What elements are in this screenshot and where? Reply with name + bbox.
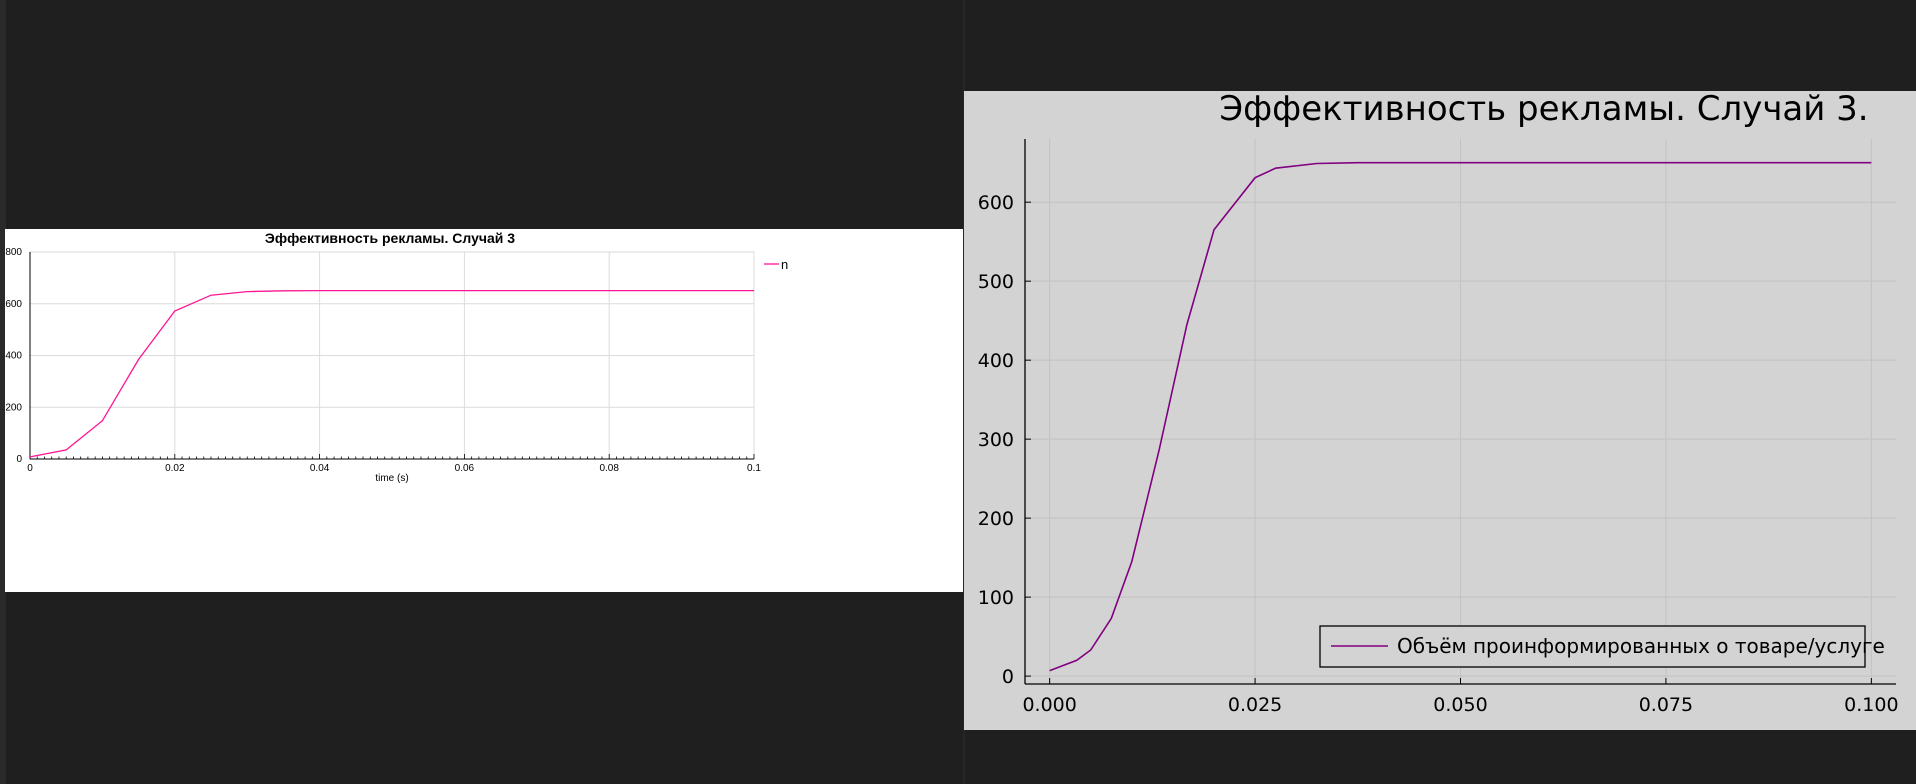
x-tick-label: 0.025 (1228, 694, 1282, 716)
legend-box (1319, 625, 1866, 668)
x-tick-label: 0.075 (1639, 694, 1693, 716)
y-tick-label: 0 (16, 454, 22, 465)
chart-title: Эффективность рекламы. Случай 3. (1219, 91, 1868, 129)
y-tick-label: 500 (978, 271, 1014, 293)
y-tick-label: 300 (978, 429, 1014, 451)
y-tick-label: 800 (5, 247, 22, 258)
x-tick-label: 0.050 (1433, 694, 1487, 716)
series-line-n (29, 289, 754, 458)
x-tick-label: 0.06 (455, 463, 475, 474)
series-line-volume (1049, 161, 1872, 672)
x-tick-label: 0.100 (1844, 694, 1898, 716)
x-tick-label: 0.08 (599, 463, 619, 474)
x-tick-label: 0.02 (165, 463, 185, 474)
legend-label: n (781, 257, 788, 272)
x-tick-label: 0.04 (310, 463, 330, 474)
chart-left-svg: Эффективность рекламы. Случай 3 0 0.02 0.04… (5, 230, 788, 484)
chart-title: Эффективность рекламы. Случай 3 (265, 230, 515, 246)
legend-label: Объём проинформированных о товаре/услуге (1397, 634, 1885, 658)
y-tick-label: 400 (978, 350, 1014, 372)
y-tick-label: 200 (978, 508, 1014, 530)
y-tick-label: 400 (5, 351, 22, 362)
y-tick-label: 600 (5, 299, 22, 310)
x-tick-label: 0.1 (747, 463, 761, 474)
x-tick-label: 0 (27, 463, 33, 474)
background-window-edge (0, 0, 6, 784)
chart-right-svg: Эффективность рекламы. Случай 3. 0.000 0.0… (978, 91, 1899, 716)
x-tick-label: 0.000 (1022, 694, 1076, 716)
y-tick-label: 600 (978, 192, 1014, 214)
y-tick-label: 0 (1002, 666, 1014, 688)
chart-panel-right: Эффективность рекламы. Случай 3. 0.000 0.0… (964, 91, 1916, 730)
chart-panel-left: Эффективность рекламы. Случай 3 0 0.02 0.04… (5, 229, 963, 592)
y-tick-label: 100 (978, 587, 1014, 609)
x-axis-label: time (s) (375, 473, 408, 484)
y-tick-label: 200 (5, 402, 22, 413)
